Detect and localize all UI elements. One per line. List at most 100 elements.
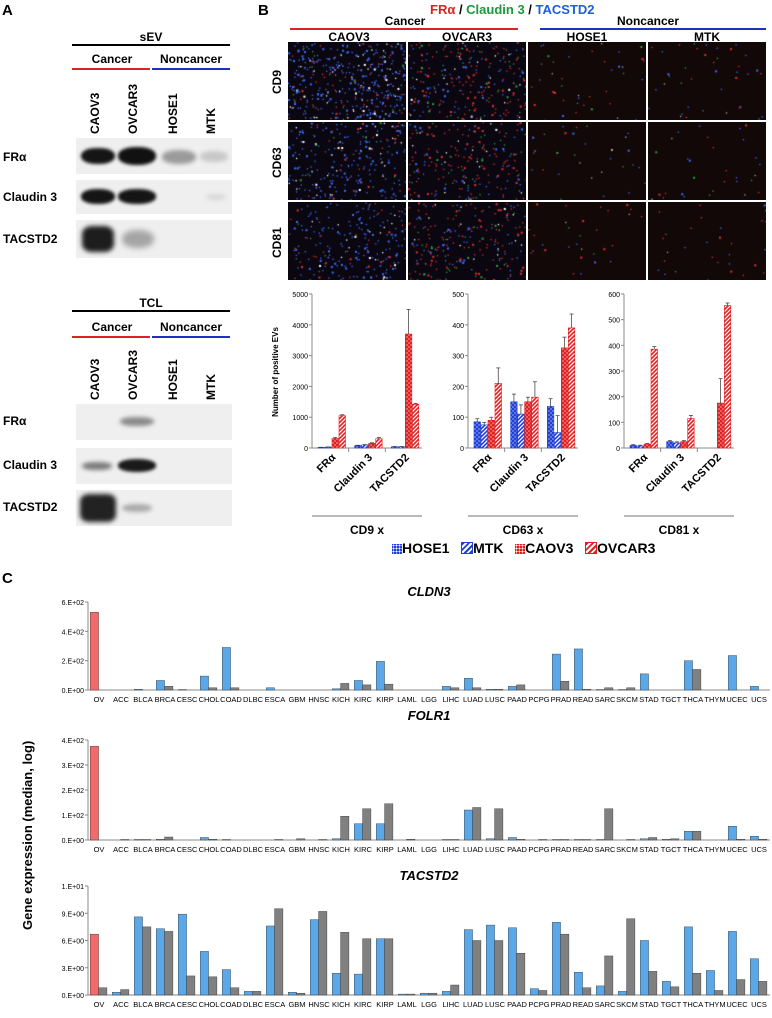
bar-normal — [604, 687, 614, 691]
category-label: ESCA — [265, 845, 285, 854]
bar-tumor — [310, 919, 319, 996]
tcl-rule — [72, 310, 230, 312]
bar-ovcar3 — [724, 305, 732, 449]
bar-hose1 — [666, 441, 674, 449]
micrograph-cd9-ovcar3 — [408, 42, 526, 120]
y-tick-label: 1.E+01 — [62, 884, 84, 891]
gene-title: TACSTD2 — [400, 868, 460, 883]
y-tick-label: 3.E+00 — [62, 966, 84, 973]
bar-tumor — [133, 689, 143, 691]
micrograph-cd63-hose1 — [528, 122, 646, 200]
bar-normal — [560, 933, 570, 996]
bar-normal — [626, 918, 636, 996]
bar-normal — [758, 981, 768, 996]
bar-caov3 — [643, 443, 651, 449]
category-label: SKCM — [616, 845, 638, 854]
category-label: CHOL — [199, 845, 220, 854]
category-label: KIRC — [354, 695, 373, 704]
bar-tumor — [706, 970, 715, 996]
bar-normal — [208, 687, 218, 691]
bar-tumor — [662, 981, 671, 996]
tcl-lane-ovcar3: OVCAR3 — [126, 349, 140, 400]
bar-tumor — [398, 993, 407, 996]
category-label: UCEC — [726, 695, 748, 704]
bar-normal — [230, 987, 240, 996]
y-tick-label: 300 — [452, 354, 464, 361]
category-label: PRAD — [551, 695, 572, 704]
y-tick-label: 100 — [608, 420, 620, 427]
bar-normal — [582, 839, 592, 841]
bar-normal — [362, 684, 372, 691]
bar-hose1 — [547, 406, 555, 449]
category-label: READ — [573, 845, 594, 854]
category-label: UCEC — [726, 1000, 748, 1009]
bar-tumor — [574, 972, 583, 996]
bar-normal — [472, 687, 482, 691]
legend-ovcar3: OVCAR3 — [597, 540, 656, 556]
category-label: HNSC — [308, 845, 330, 854]
category-label: KIRP — [376, 1000, 394, 1009]
category-label: BRCA — [155, 695, 176, 704]
category-label: DLBC — [243, 845, 264, 854]
bar-tumor — [464, 809, 473, 841]
category-label: UCS — [751, 1000, 767, 1009]
y-tick-label: 3.E+02 — [62, 763, 84, 770]
category-label: THCA — [683, 845, 703, 854]
category-label: LUAD — [463, 695, 484, 704]
category-label: FRα — [627, 451, 651, 475]
bar-normal — [450, 984, 460, 996]
category-label: LAML — [397, 695, 417, 704]
category-label: TGCT — [661, 1000, 682, 1009]
bar-caov3 — [717, 402, 725, 449]
category-label: LIHC — [442, 845, 460, 854]
y-tick-label: 100 — [452, 415, 464, 422]
category-label: TACSTD2 — [368, 452, 412, 496]
bar-hose1 — [510, 401, 518, 449]
category-label: KICH — [332, 845, 350, 854]
bar-tumor — [155, 839, 165, 841]
bar-normal — [296, 838, 306, 841]
ev-ylabel: Number of positive EVs — [271, 327, 280, 417]
b-row-cd81: CD81 — [270, 227, 284, 258]
category-label: STAD — [639, 1000, 659, 1009]
stain-claudin3: Claudin 3 — [466, 2, 525, 17]
bar-tumor — [332, 973, 341, 996]
category-label: LUSC — [485, 695, 506, 704]
bar-tumor — [508, 686, 517, 691]
b-cancer-rule — [290, 28, 518, 30]
bar-normal — [164, 931, 174, 996]
sev-noncancer-label: Noncancer — [159, 52, 223, 66]
category-label: LIHC — [442, 695, 460, 704]
tcl-blot-fra — [76, 404, 232, 440]
category-label: LUSC — [485, 845, 506, 854]
category-label: READ — [573, 1000, 594, 1009]
bar-normal — [186, 975, 196, 996]
bar-tumor — [728, 826, 737, 841]
category-label: UCS — [751, 695, 767, 704]
bar-normal — [98, 987, 108, 996]
bar-tumor — [332, 838, 341, 841]
bar-normal — [208, 976, 218, 996]
bar-normal — [340, 683, 350, 691]
bar-normal — [406, 993, 416, 996]
bar-caov3 — [487, 419, 495, 449]
sev-lane-hose1: HOSE1 — [166, 93, 180, 134]
bar-mtk — [673, 442, 681, 449]
bar-normal — [670, 838, 680, 841]
bar-normal — [208, 839, 218, 841]
bar-tumor — [221, 839, 231, 841]
bar-tumor — [464, 678, 473, 691]
category-label: TGCT — [661, 845, 682, 854]
bar-tumor — [199, 675, 209, 691]
micrograph-cd81-hose1 — [528, 202, 646, 280]
y-tick-label: 1.E+02 — [62, 813, 84, 820]
y-tick-label: 0.E+00 — [62, 993, 84, 1000]
category-label: PAAD — [507, 845, 527, 854]
tcl-blot-tacstd2 — [76, 490, 232, 526]
bar-normal — [626, 687, 636, 691]
category-label: LIHC — [442, 1000, 460, 1009]
category-label: GBM — [288, 695, 305, 704]
category-label: OV — [94, 845, 105, 854]
bar-ovcar3 — [375, 438, 383, 449]
